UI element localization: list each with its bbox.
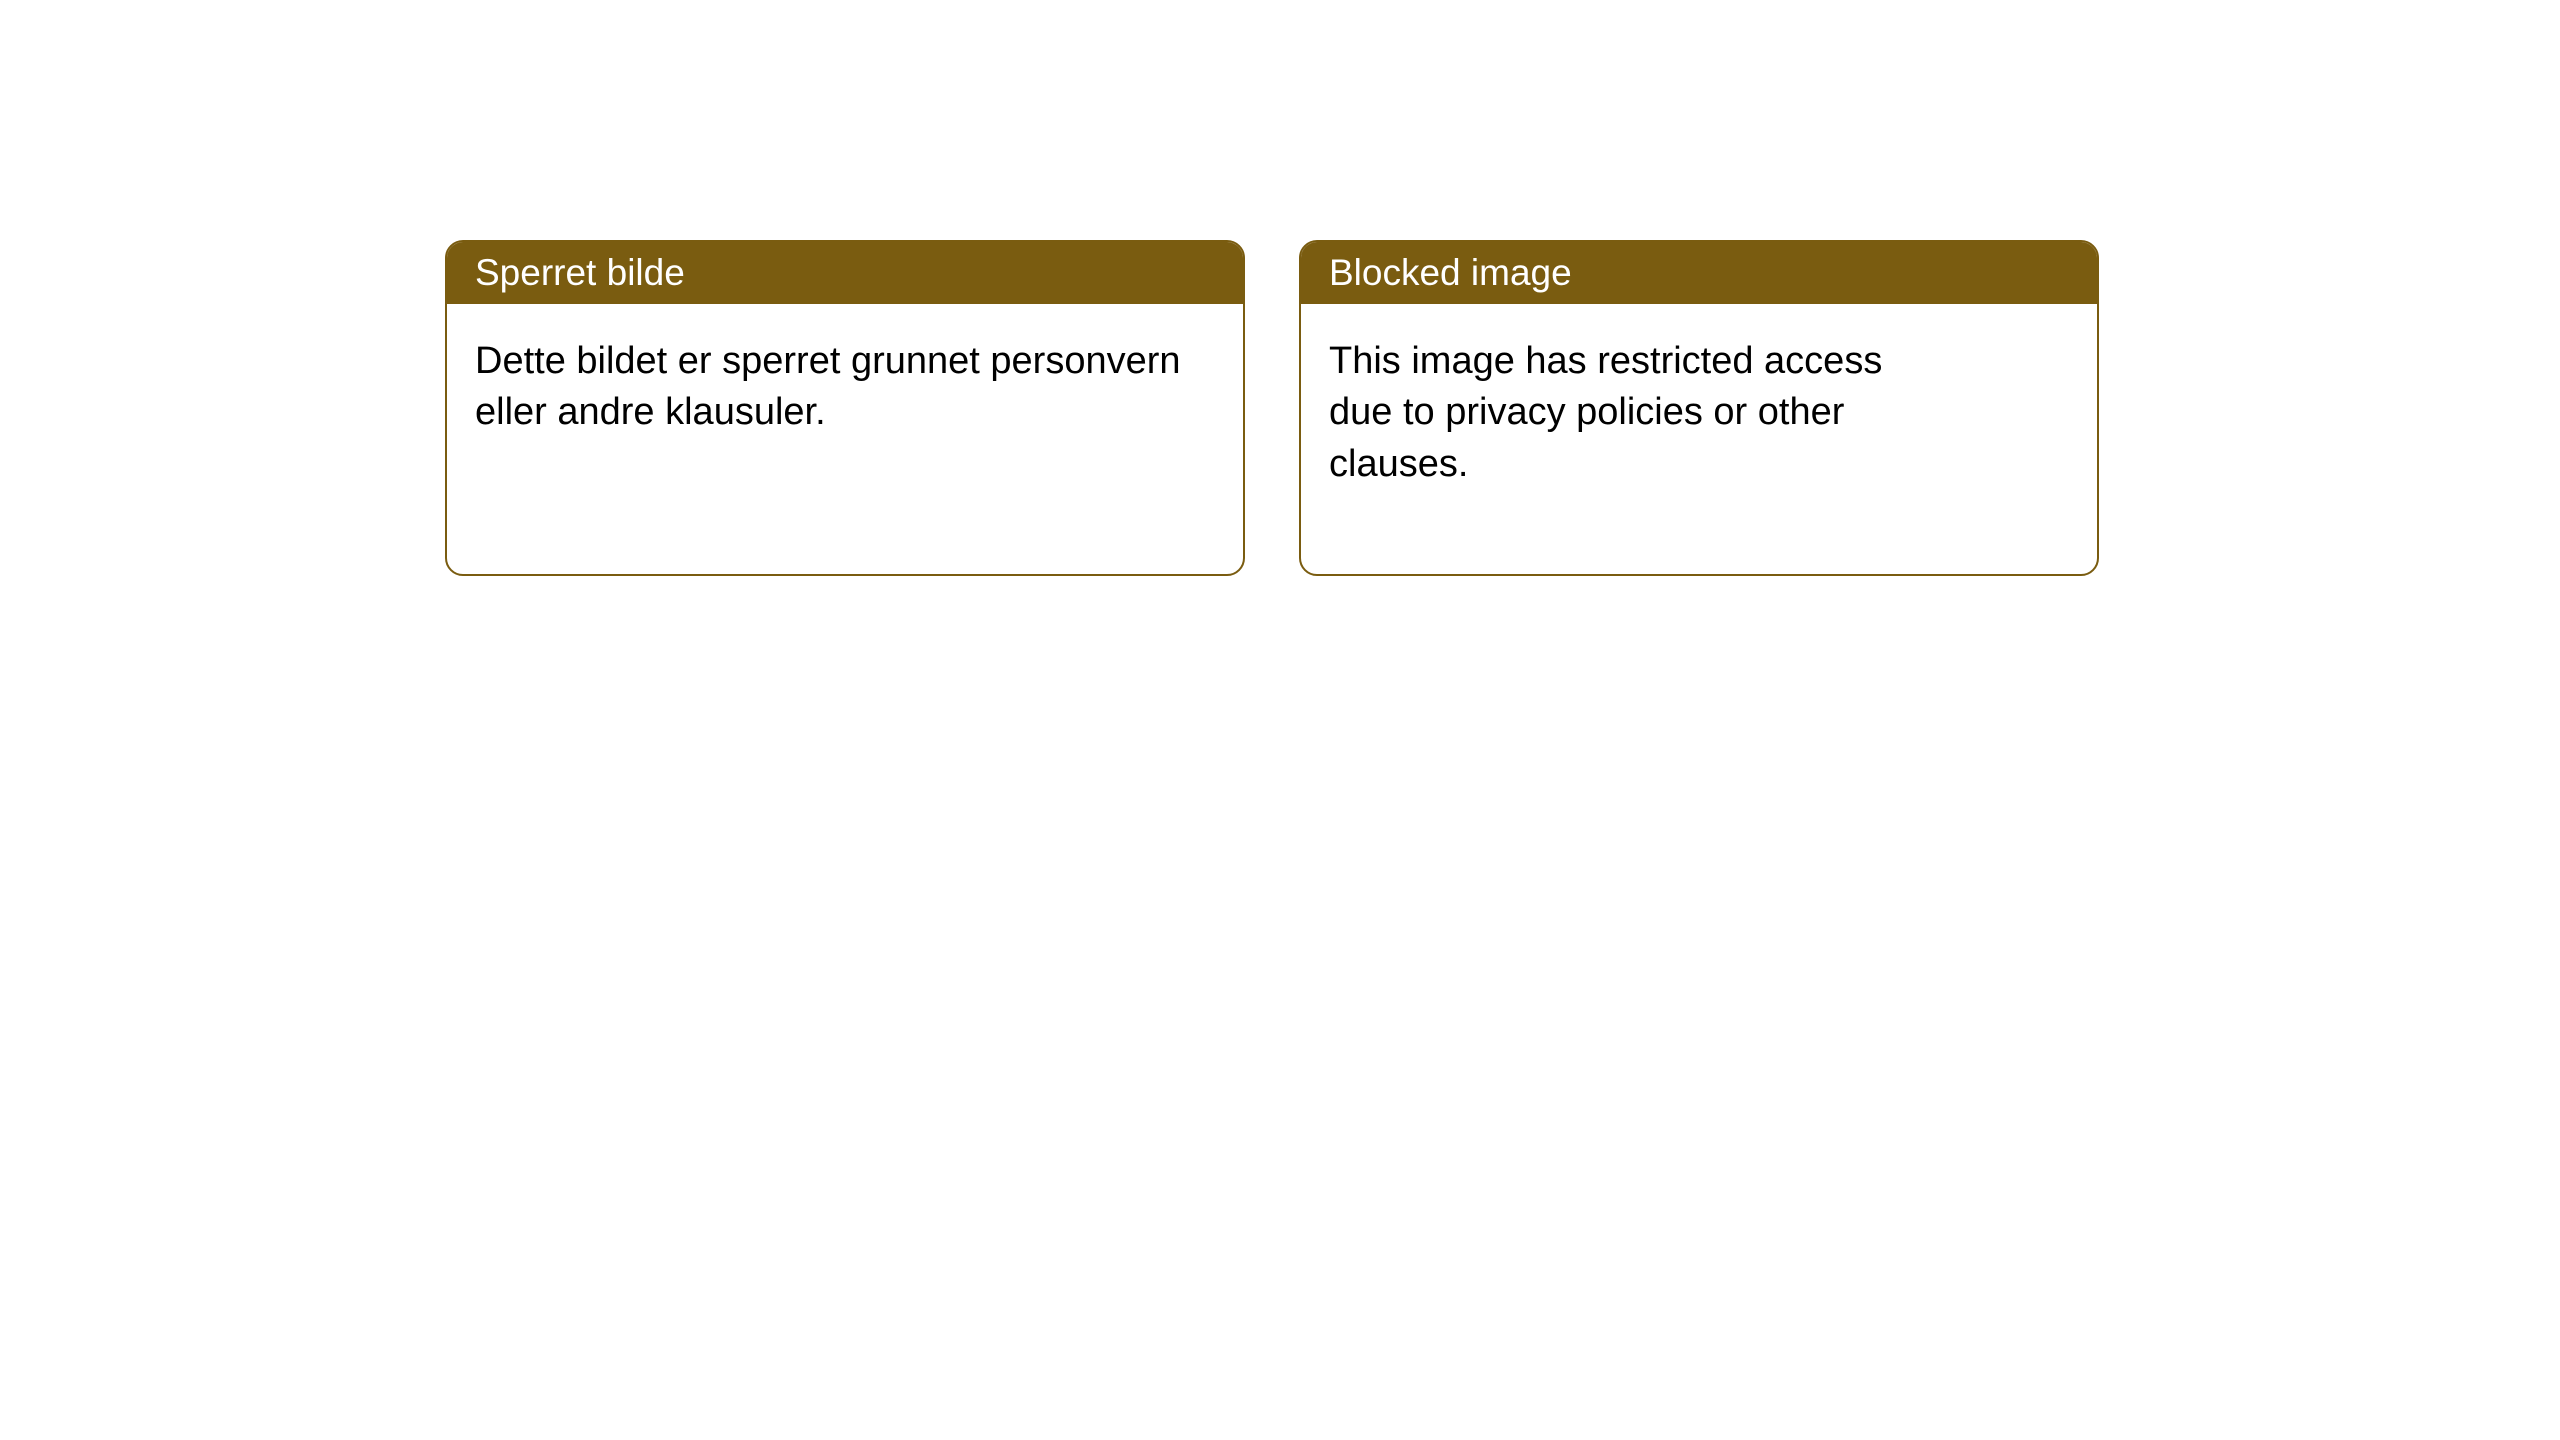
notice-body: This image has restricted access due to …	[1301, 304, 1961, 574]
notice-card-norwegian: Sperret bilde Dette bildet er sperret gr…	[445, 240, 1245, 576]
notice-container: Sperret bilde Dette bildet er sperret gr…	[0, 0, 2560, 576]
notice-body: Dette bildet er sperret grunnet personve…	[447, 304, 1243, 574]
notice-header: Sperret bilde	[447, 242, 1243, 304]
notice-card-english: Blocked image This image has restricted …	[1299, 240, 2099, 576]
notice-header: Blocked image	[1301, 242, 2097, 304]
